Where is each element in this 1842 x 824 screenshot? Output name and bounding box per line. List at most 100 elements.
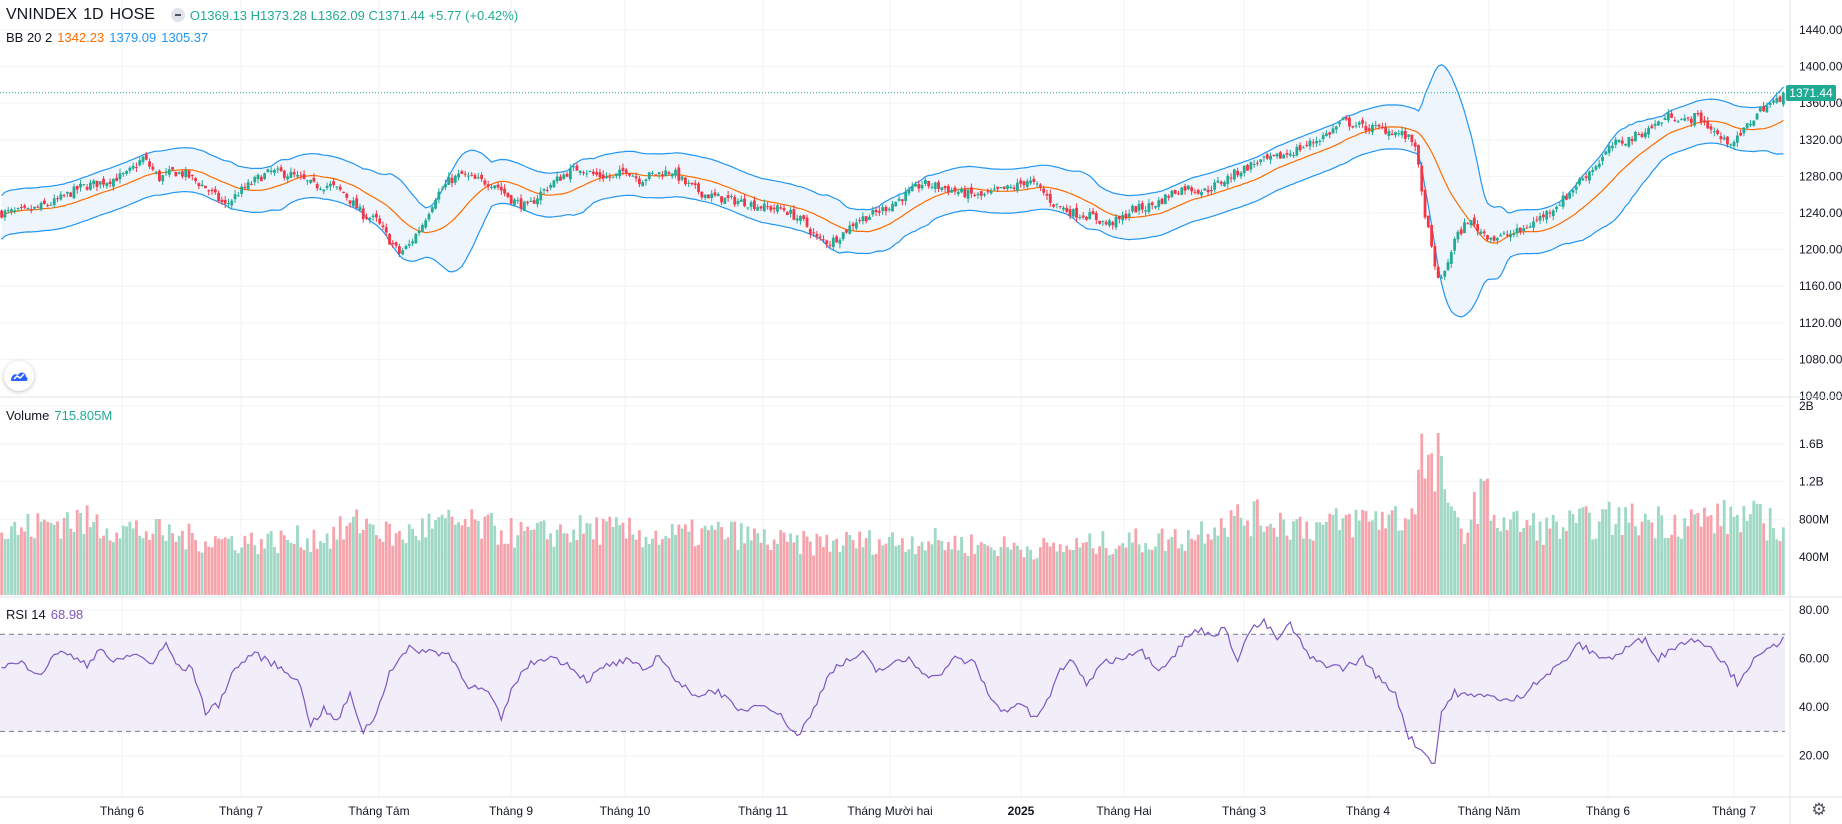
volume-bar xyxy=(637,530,641,595)
volume-bar xyxy=(1647,520,1650,595)
volume-bar xyxy=(480,538,483,595)
volume-bar xyxy=(993,550,996,595)
candle-body xyxy=(1778,96,1782,102)
volume-bar xyxy=(351,516,355,595)
candle-body xyxy=(946,186,950,193)
volume-bar xyxy=(605,521,608,595)
volume-bar xyxy=(1403,518,1407,595)
candle-body xyxy=(1752,120,1756,126)
volume-bar xyxy=(1597,521,1601,595)
volume-bar xyxy=(822,547,825,595)
volume-bar xyxy=(167,524,171,595)
candle-body xyxy=(1315,140,1318,144)
bollinger-legend[interactable]: BB 20 2 1342.23 1379.09 1305.37 xyxy=(6,30,213,45)
volume-bar xyxy=(1489,520,1493,595)
volume-bar xyxy=(825,534,829,595)
volume-bar xyxy=(72,532,76,595)
volume-bar xyxy=(851,540,855,595)
volume-bar xyxy=(1009,549,1013,595)
rsi-legend[interactable]: RSI 14 68.98 xyxy=(6,607,88,622)
candle-body xyxy=(1338,122,1341,125)
candle-body xyxy=(1476,224,1480,232)
candle-body xyxy=(1703,120,1706,123)
candle-body xyxy=(65,192,69,194)
volume-bar xyxy=(98,538,102,595)
last-price-badge: 1371.44 xyxy=(1786,84,1836,101)
candle-body xyxy=(365,217,368,219)
candle-body xyxy=(1739,132,1743,136)
volume-bar xyxy=(1098,546,1101,595)
volume-bar xyxy=(1078,547,1082,595)
volume-bar xyxy=(680,528,684,595)
tradingview-logo-icon[interactable] xyxy=(4,361,34,391)
candle-body xyxy=(1689,118,1693,124)
volume-bar xyxy=(608,516,612,595)
volume-bar xyxy=(1058,544,1062,595)
candle-body xyxy=(1062,207,1065,210)
candle-body xyxy=(851,223,855,226)
volume-bar xyxy=(220,539,224,595)
candle-body xyxy=(125,171,128,174)
candle-body xyxy=(513,199,516,206)
volume-bar xyxy=(440,514,444,595)
candle-body xyxy=(1085,216,1088,220)
volume-bar xyxy=(539,521,543,595)
volume-bar xyxy=(565,533,569,595)
volume-bar xyxy=(434,520,437,595)
volume-bar xyxy=(779,530,783,595)
candle-body xyxy=(486,184,490,187)
volume-bar xyxy=(1163,551,1167,595)
volume-bar xyxy=(279,530,283,595)
volume-bar xyxy=(1775,539,1779,595)
volume-bar xyxy=(1413,514,1417,595)
volume-bar xyxy=(42,519,46,595)
volume-bar xyxy=(877,539,881,595)
symbol-interval[interactable]: 1D xyxy=(83,6,104,23)
candle-body xyxy=(562,174,566,179)
volume-bar xyxy=(795,535,799,595)
candle-body xyxy=(644,179,648,182)
candle-body xyxy=(960,188,963,193)
candle-body xyxy=(1522,228,1526,232)
candle-body xyxy=(1242,165,1246,174)
volume-bar xyxy=(930,544,934,595)
volume-bar xyxy=(674,534,677,595)
candle-body xyxy=(539,191,543,201)
candle-body xyxy=(138,160,142,166)
volume-bar xyxy=(1555,521,1558,595)
volume-legend[interactable]: Volume 715.805M xyxy=(6,408,117,423)
candle-body xyxy=(785,212,789,216)
volume-bar xyxy=(1768,507,1772,595)
volume-bar xyxy=(335,539,339,595)
candle-body xyxy=(1219,181,1223,184)
volume-bar xyxy=(1101,531,1105,595)
candle-body xyxy=(1403,130,1407,139)
candle-body xyxy=(319,188,322,190)
volume-bar xyxy=(378,538,382,595)
gear-icon[interactable]: ⚙ xyxy=(1811,800,1827,819)
candle-body xyxy=(647,172,651,180)
symbol-name[interactable]: VNINDEX xyxy=(6,6,78,23)
volume-bar xyxy=(128,521,132,595)
volume-bar xyxy=(79,512,82,595)
volume-bar xyxy=(240,547,244,595)
collapse-legend-icon[interactable] xyxy=(170,8,185,22)
volume-bar xyxy=(286,540,290,595)
volume-bar xyxy=(841,545,845,595)
volume-bar xyxy=(460,525,464,595)
rsi-band-fill xyxy=(0,634,1785,732)
volume-bar xyxy=(1538,521,1542,595)
volume-bar xyxy=(1604,509,1608,595)
ohlc-change: +5.77 (+0.42%) xyxy=(428,7,519,23)
candle-body xyxy=(325,185,329,188)
candle-body xyxy=(1673,120,1677,122)
candle-body xyxy=(1446,262,1450,271)
candle-body xyxy=(174,171,178,177)
price-axis-label: 1400.00 xyxy=(1799,60,1842,74)
candle-body xyxy=(421,224,424,232)
volume-bar xyxy=(572,529,576,595)
candle-body xyxy=(1765,105,1769,113)
volume-bar xyxy=(309,552,313,595)
volume-bar xyxy=(651,538,654,595)
